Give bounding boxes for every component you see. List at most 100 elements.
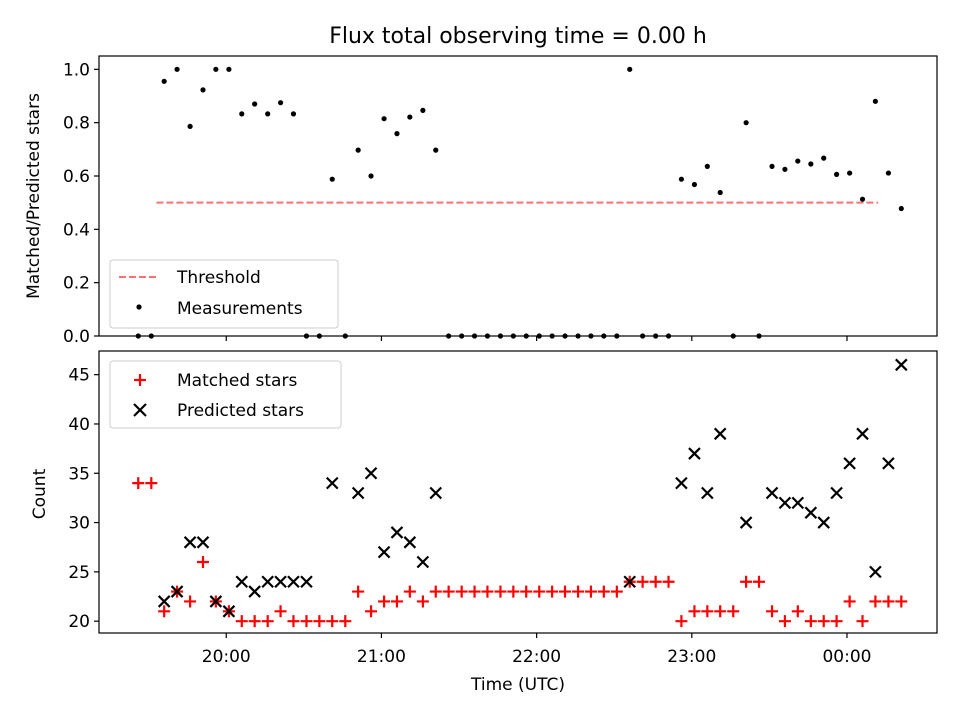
bottom-panel-yaxis: 20 25 30 35 40 45	[68, 366, 99, 632]
matched-star-point	[636, 575, 649, 588]
matched-star-point	[559, 585, 572, 598]
matched-star-point	[597, 585, 610, 598]
top-legend-box	[109, 259, 339, 329]
matched-star-point	[817, 615, 830, 628]
predicted-star-point	[429, 486, 443, 500]
top-legend-measurements-label: Measurements	[177, 299, 303, 319]
bottom-ytick-label: 40	[68, 415, 90, 435]
bottom-legend-predicted-swatch	[133, 403, 147, 417]
top-legend-threshold-label: Threshold	[176, 268, 261, 288]
matched-star-point	[546, 585, 559, 598]
matched-star-point	[520, 585, 533, 598]
measurement-point	[808, 161, 814, 167]
measurement-point	[769, 163, 775, 169]
matched-star-point	[390, 595, 403, 608]
top-ytick-label: 0.4	[63, 220, 90, 240]
measurement-point	[821, 155, 827, 161]
matched-star-point	[804, 615, 817, 628]
matched-star-point	[339, 615, 352, 628]
bottom-ytick-label: 45	[68, 366, 90, 386]
predicted-star-point	[713, 427, 727, 441]
measurement-point	[678, 176, 685, 182]
measurement-point	[859, 196, 866, 202]
measurement-point	[265, 111, 271, 117]
top-ytick-label: 0.2	[63, 274, 90, 294]
matched-star-point	[662, 575, 675, 588]
measurement-point	[872, 98, 878, 104]
measurement-point	[290, 111, 297, 117]
matched-star-point	[365, 605, 378, 618]
predicted-star-point	[209, 595, 223, 608]
bottom-legend: Matched stars Predicted stars	[109, 360, 342, 429]
matched-star-point	[740, 575, 753, 588]
matched-star-point	[701, 605, 714, 618]
measurement-point	[329, 176, 335, 182]
predicted-star-point	[403, 536, 417, 549]
bottom-panel-plot-area	[132, 358, 908, 628]
predicted-star-point	[895, 358, 908, 372]
matched-star-point	[261, 615, 274, 628]
matched-star-point	[895, 595, 908, 608]
measurement-point	[174, 66, 180, 72]
top-panel-yaxis: 0.0 0.2 0.4 0.6 0.8 1.0	[63, 60, 99, 347]
matched-star-point	[274, 605, 287, 618]
predicted-star-point	[300, 575, 313, 589]
predicted-star-point	[248, 585, 261, 598]
top-panel-ylabel: Matched/Predicted stars	[24, 93, 44, 299]
measurement-point	[885, 170, 892, 176]
measurement-point	[239, 111, 245, 117]
matched-star-point	[429, 585, 442, 598]
measurement-point	[782, 166, 788, 172]
measurement-point	[704, 163, 710, 169]
measurement-point	[407, 114, 413, 120]
predicted-star-point	[222, 605, 236, 618]
measurement-point	[743, 120, 749, 126]
measurement-point	[717, 189, 723, 196]
matched-star-point	[403, 585, 416, 598]
matched-star-point	[378, 595, 391, 608]
matched-star-point	[145, 477, 158, 490]
matched-star-point	[235, 615, 248, 628]
matched-star-point	[675, 615, 688, 628]
bottom-panel-xlabel: Time (UTC)	[470, 675, 565, 695]
predicted-star-point	[377, 545, 391, 559]
bottom-ytick-label: 25	[68, 563, 90, 583]
matched-star-point	[791, 605, 804, 618]
matched-star-point	[184, 595, 197, 608]
measurement-point	[200, 87, 206, 93]
bottom-legend-matched-swatch	[134, 374, 146, 386]
matched-star-point	[158, 605, 171, 618]
matched-star-point	[766, 605, 779, 618]
predicted-star-point	[183, 536, 197, 549]
matched-star-point	[455, 585, 468, 598]
measurement-point	[368, 173, 374, 179]
bottom-ytick-label: 35	[68, 464, 90, 484]
predicted-star-point	[364, 466, 378, 480]
measurement-point	[627, 66, 633, 72]
top-panel-xticks	[225, 336, 848, 341]
top-ytick-label: 0.8	[63, 114, 90, 134]
predicted-star-point	[274, 575, 287, 589]
matched-star-point	[416, 595, 429, 608]
measurement-point	[277, 100, 284, 106]
matched-star-point	[132, 477, 145, 490]
bottom-xtick-label: 00:00	[822, 647, 871, 667]
matched-star-point	[843, 595, 856, 608]
predicted-star-point	[157, 595, 171, 608]
matched-star-point	[248, 615, 261, 628]
bottom-xtick-label: 21:00	[357, 647, 406, 667]
matched-star-point	[196, 556, 209, 569]
matched-star-point	[610, 585, 623, 598]
matched-star-point	[481, 585, 494, 598]
predicted-star-point	[830, 486, 843, 500]
predicted-star-point	[196, 536, 210, 549]
bottom-panel-frame	[98, 350, 938, 634]
predicted-star-point	[817, 516, 830, 529]
matched-star-point	[507, 585, 520, 598]
bottom-legend-matched-label: Matched stars	[177, 371, 297, 391]
measurement-point	[226, 66, 232, 72]
matched-star-point	[830, 615, 843, 628]
predicted-star-point	[765, 486, 779, 500]
matched-star-point	[882, 595, 895, 608]
